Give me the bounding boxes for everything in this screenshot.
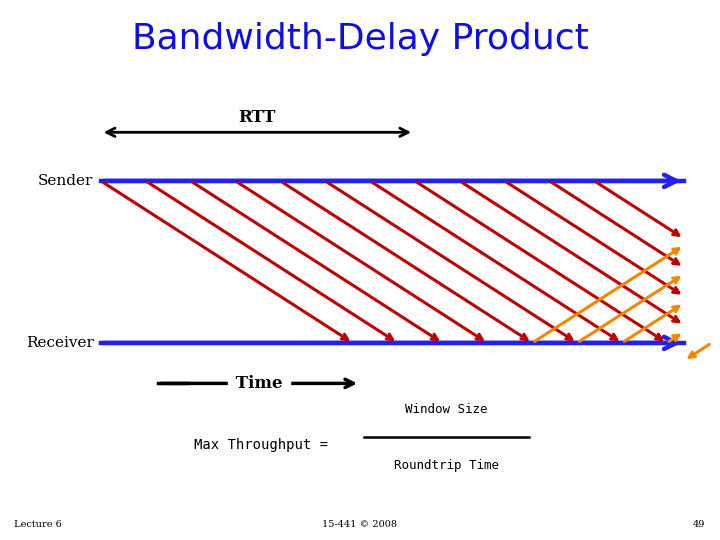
Text: Roundtrip Time: Roundtrip Time xyxy=(394,459,499,472)
Text: Bandwidth-Delay Product: Bandwidth-Delay Product xyxy=(132,22,588,56)
Text: 15-441 © 2008: 15-441 © 2008 xyxy=(323,520,397,529)
Text: Max Throughput =: Max Throughput = xyxy=(194,438,328,453)
Text: RTT: RTT xyxy=(239,109,276,126)
Text: 49: 49 xyxy=(693,520,706,529)
Text: Time: Time xyxy=(230,375,288,392)
Text: Sender: Sender xyxy=(38,174,94,188)
Text: Window Size: Window Size xyxy=(405,403,487,416)
Text: Lecture 6: Lecture 6 xyxy=(14,520,62,529)
Text: Receiver: Receiver xyxy=(26,336,94,350)
